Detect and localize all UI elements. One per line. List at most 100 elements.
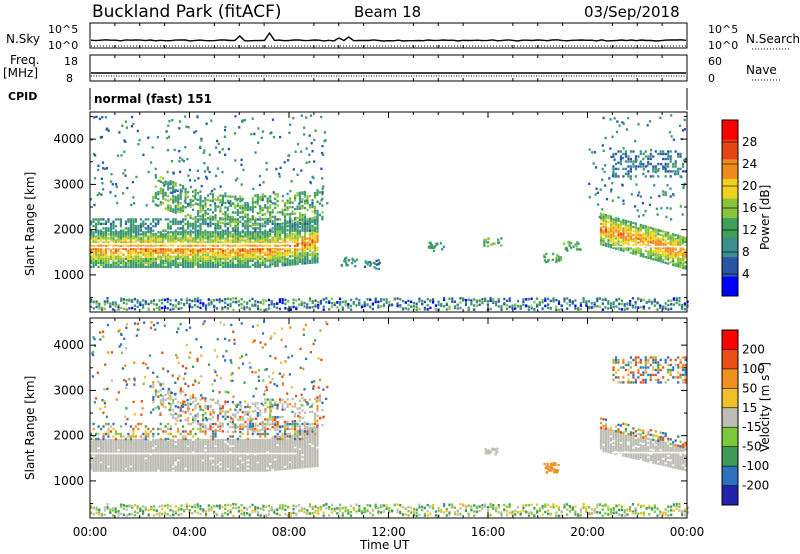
heatmap-cell <box>221 249 224 252</box>
heatmap-cell <box>197 233 200 236</box>
heatmap-cell <box>157 197 160 201</box>
heatmap-cell <box>682 238 685 241</box>
heatmap-cell <box>114 261 118 264</box>
heatmap-cell <box>492 297 495 301</box>
heatmap-cell <box>231 215 234 219</box>
heatmap-cell <box>211 218 215 221</box>
heatmap-cell <box>652 249 655 253</box>
heatmap-cell <box>366 298 369 301</box>
heatmap-cell <box>281 505 284 508</box>
heatmap-cell <box>201 239 205 242</box>
heatmap-cell <box>582 300 585 304</box>
heatmap-cell <box>224 259 227 262</box>
heatmap-cell <box>276 225 279 228</box>
heatmap-cell <box>221 505 224 509</box>
heatmap-cell <box>152 233 155 236</box>
heatmap-cell <box>117 467 120 470</box>
heatmap-cell <box>189 198 192 202</box>
heatmap-cell <box>500 305 503 308</box>
heatmap-cell <box>279 250 282 253</box>
heatmap-cell <box>100 455 103 458</box>
heatmap-cell <box>154 167 157 171</box>
heatmap-cell <box>296 262 299 266</box>
heatmap-cell <box>226 263 229 267</box>
heatmap-cell <box>167 235 170 238</box>
heatmap-cell <box>109 469 113 472</box>
heatmap-cell <box>224 195 227 198</box>
heatmap-cell <box>615 504 618 507</box>
heatmap-cell <box>259 198 262 201</box>
heatmap-cell <box>97 265 100 269</box>
heatmap-cell <box>634 238 637 242</box>
heatmap-cell <box>236 249 239 252</box>
heatmap-cell <box>188 509 191 512</box>
heatmap-cell <box>677 155 680 158</box>
heatmap-cell <box>566 302 569 305</box>
heatmap-cell <box>674 160 677 163</box>
heatmap-cell <box>288 131 291 134</box>
heatmap-cell <box>423 506 426 510</box>
heatmap-cell <box>209 261 212 264</box>
heatmap-cell <box>473 514 476 517</box>
heatmap-cell <box>629 227 632 230</box>
heatmap-cell <box>677 234 680 237</box>
nave-label: Nave <box>746 63 777 77</box>
heatmap-cell <box>239 241 242 244</box>
heatmap-cell <box>169 186 172 190</box>
heatmap-cell <box>588 148 591 151</box>
heatmap-cell <box>649 226 652 230</box>
heatmap-cell <box>199 241 202 244</box>
heatmap-cell <box>137 237 140 240</box>
heatmap-cell <box>201 237 205 240</box>
heatmap-cell <box>147 231 150 234</box>
heatmap-cell <box>254 249 257 252</box>
heatmap-cell <box>192 195 195 198</box>
heatmap-cell <box>129 257 132 260</box>
heatmap-cell <box>221 217 224 220</box>
heatmap-cell <box>314 303 317 307</box>
heatmap-cell <box>269 238 272 242</box>
heatmap-cell <box>197 177 200 180</box>
heatmap-cell <box>615 298 618 301</box>
heatmap-cell <box>90 259 93 262</box>
heatmap-cell <box>128 298 131 301</box>
heatmap-cell <box>254 257 257 260</box>
heatmap-cell <box>429 300 432 303</box>
heatmap-cell <box>481 507 484 510</box>
heatmap-cell <box>609 306 613 309</box>
heatmap-cell <box>303 195 307 198</box>
heatmap-cell <box>574 307 577 310</box>
heatmap-cell <box>189 239 192 242</box>
heatmap-cell <box>204 253 207 256</box>
heatmap-cell <box>204 231 207 234</box>
heatmap-cell <box>182 207 185 210</box>
heatmap-cell <box>301 220 304 224</box>
heatmap-cell <box>291 234 294 238</box>
heatmap-cell <box>179 195 182 198</box>
heatmap-cell <box>104 239 108 242</box>
heatmap-cell <box>206 241 210 244</box>
heatmap-cell <box>192 225 195 228</box>
heatmap-cell <box>486 300 489 303</box>
heatmap-cell <box>666 184 669 187</box>
heatmap-cell <box>568 510 571 513</box>
heatmap-cell <box>664 235 667 238</box>
heatmap-cell <box>152 514 156 517</box>
heatmap-cell <box>369 511 372 515</box>
heatmap-cell <box>167 195 170 198</box>
heatmap-cell <box>178 127 181 130</box>
heatmap-cell <box>97 425 100 428</box>
heatmap-cell <box>102 218 105 221</box>
heatmap-cell <box>166 297 169 301</box>
heatmap-cell <box>100 231 103 234</box>
heatmap-cell <box>330 511 333 514</box>
heatmap-cell <box>92 300 95 304</box>
heatmap-cell <box>599 228 603 232</box>
heatmap-cell <box>412 301 416 305</box>
heatmap-cell <box>95 261 98 264</box>
heatmap-cell <box>261 245 264 248</box>
heatmap-cell <box>219 257 222 260</box>
freq-label-line1: Freq. <box>10 53 40 67</box>
heatmap-cell <box>443 297 446 300</box>
heatmap-cell <box>214 259 217 262</box>
